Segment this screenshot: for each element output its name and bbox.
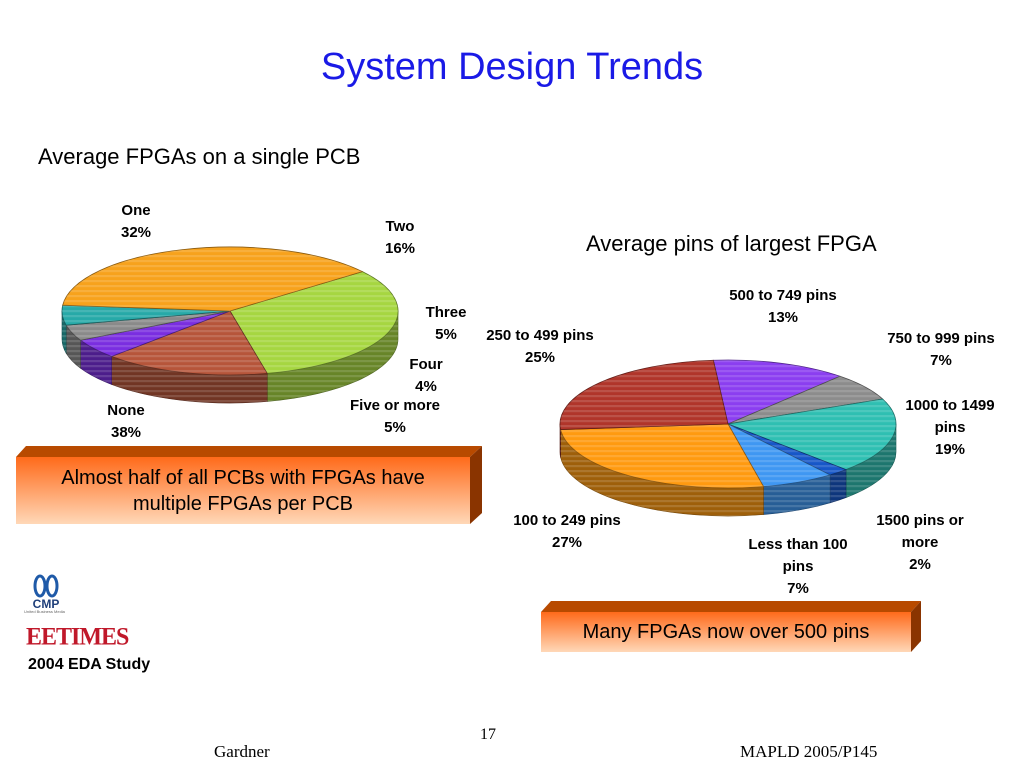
svg-text:CMP: CMP bbox=[33, 597, 60, 611]
pie-chart-fpgas-per-pcb bbox=[61, 246, 399, 404]
label-100-to-249: 100 to 249 pins 27% bbox=[513, 512, 621, 551]
pie-slice-side-texture bbox=[66, 325, 81, 369]
label-less-than-100: Less than 100 pins 7% bbox=[748, 536, 848, 597]
pie-slice-texture-2 bbox=[728, 398, 897, 470]
label-1000-to-1499: 1000 to 1499 pins 19% bbox=[905, 397, 995, 458]
page-number: 17 bbox=[480, 726, 496, 743]
footer-event: MAPLD 2005/P145 bbox=[740, 742, 878, 761]
left-callout-box bbox=[16, 446, 482, 524]
pie-slice-texture-5 bbox=[560, 424, 764, 488]
pie-slice-texture-2 bbox=[80, 311, 230, 357]
cmp-logo: CMP bbox=[26, 574, 66, 618]
pie-slice-side-texture bbox=[80, 340, 112, 385]
pie-slice-side-texture bbox=[560, 429, 764, 517]
label-250-to-499: 250 to 499 pins 25% bbox=[486, 327, 594, 366]
pie-slice-texture-1 bbox=[728, 376, 883, 424]
label-none: None 38% bbox=[107, 402, 145, 441]
pie-slice-texture-4 bbox=[728, 424, 831, 487]
label-three: Three 5% bbox=[425, 304, 467, 343]
footer-author: Gardner bbox=[214, 742, 270, 761]
pie-slice-side-texture bbox=[845, 424, 896, 498]
slide-title: System Design Trends bbox=[320, 46, 704, 88]
cmp-logo-subtitle: United Business Media bbox=[24, 609, 65, 614]
pie-slice-texture-0 bbox=[230, 271, 398, 374]
pie-chart-pins-largest-fpga bbox=[559, 359, 897, 517]
pie-slice-side-texture bbox=[763, 474, 831, 515]
label-1500-or-more: 1500 pins or more 2% bbox=[876, 512, 964, 573]
pie-slice-texture-4 bbox=[62, 305, 230, 326]
pie-slice-side-texture bbox=[111, 356, 268, 404]
left-chart-title: Average FPGAs on a single PCB bbox=[38, 144, 361, 169]
pie-slice-texture-3 bbox=[66, 311, 230, 341]
pie-slice-side-texture bbox=[560, 424, 561, 458]
label-500-to-749: 500 to 749 pins 13% bbox=[729, 287, 837, 326]
pie-slice-side-texture bbox=[267, 311, 398, 402]
left-callout-text: Almost half of all PCBs with FPGAs have m… bbox=[61, 467, 425, 515]
pie-slice-texture-5 bbox=[62, 247, 363, 311]
pie-slice-side-texture bbox=[830, 469, 846, 503]
pie-slice-side-texture bbox=[62, 311, 67, 354]
study-label: 2004 EDA Study bbox=[28, 656, 151, 673]
label-two: Two 16% bbox=[384, 218, 416, 257]
right-callout-text: Many FPGAs now over 500 pins bbox=[582, 621, 870, 643]
pie-slice-texture-6 bbox=[559, 360, 728, 430]
pie-slice-texture-1 bbox=[111, 311, 268, 375]
eetimes-logo: EETIMES bbox=[26, 623, 129, 651]
pie-slice-texture-0 bbox=[713, 360, 840, 424]
label-four: Four 4% bbox=[409, 356, 443, 395]
label-one: One 32% bbox=[120, 202, 152, 241]
right-chart-title: Average pins of largest FPGA bbox=[586, 231, 877, 256]
right-callout-box bbox=[541, 601, 921, 652]
label-750-to-999: 750 to 999 pins 7% bbox=[887, 330, 995, 369]
label-five-or-more: Five or more 5% bbox=[349, 397, 441, 436]
pie-slice-texture-3 bbox=[728, 424, 846, 475]
